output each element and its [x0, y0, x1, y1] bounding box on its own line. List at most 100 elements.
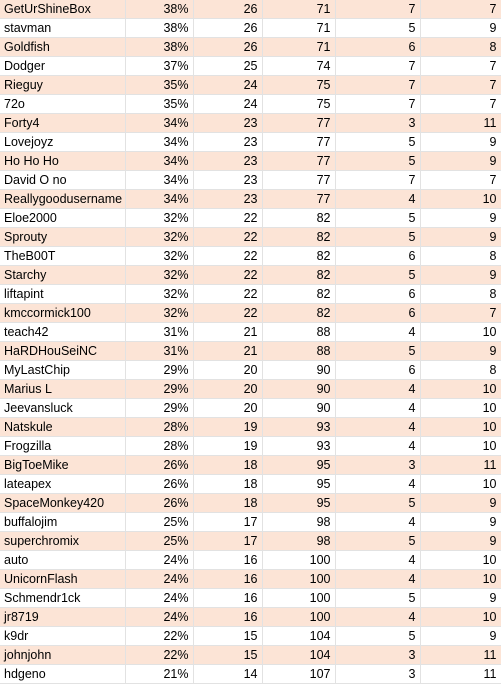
- stat-cell: 23: [193, 151, 263, 171]
- stat-cell: 22: [193, 303, 263, 323]
- table-row: UnicornFlash 24% 16 100 4 10: [0, 569, 501, 589]
- stat-cell: 8: [420, 246, 501, 266]
- stat-cell: 23: [193, 113, 263, 133]
- stat-cell: 10: [420, 417, 501, 437]
- stat-cell: 98: [262, 512, 336, 532]
- stat-cell: 11: [420, 455, 501, 475]
- player-name: Eloe2000: [0, 208, 126, 228]
- player-name: jr8719: [0, 607, 126, 627]
- stat-cell: 9: [420, 341, 501, 361]
- stat-cell: 4: [335, 379, 421, 399]
- stat-cell: 22: [193, 227, 263, 247]
- stat-cell: 34%: [125, 132, 194, 152]
- table-row: SpaceMonkey420 26% 18 95 5 9: [0, 493, 501, 513]
- table-row: Marius L 29% 20 90 4 10: [0, 379, 501, 399]
- stat-cell: 90: [262, 398, 336, 418]
- player-name: k9dr: [0, 626, 126, 646]
- table-row: stavman 38% 26 71 5 9: [0, 18, 501, 38]
- stat-cell: 9: [420, 531, 501, 551]
- stat-cell: 26: [193, 18, 263, 38]
- stat-cell: 24: [193, 94, 263, 114]
- stat-cell: 21: [193, 341, 263, 361]
- stat-cell: 9: [420, 588, 501, 608]
- table-row: Ho Ho Ho 34% 23 77 5 9: [0, 151, 501, 171]
- stat-cell: 29%: [125, 398, 194, 418]
- table-row: Jeevansluck 29% 20 90 4 10: [0, 398, 501, 418]
- stat-cell: 77: [262, 113, 336, 133]
- player-name: Rieguy: [0, 75, 126, 95]
- table-row: GetUrShineBox 38% 26 71 7 7: [0, 0, 501, 19]
- table-row: Natskule 28% 19 93 4 10: [0, 417, 501, 437]
- stat-cell: 5: [335, 588, 421, 608]
- player-name: Starchy: [0, 265, 126, 285]
- player-name: Jeevansluck: [0, 398, 126, 418]
- stat-cell: 95: [262, 455, 336, 475]
- stat-cell: 107: [262, 664, 336, 684]
- stat-cell: 7: [335, 75, 421, 95]
- stat-cell: 10: [420, 398, 501, 418]
- player-name: teach42: [0, 322, 126, 342]
- player-name: Dodger: [0, 56, 126, 76]
- stat-cell: 32%: [125, 284, 194, 304]
- player-name: HaRDHouSeiNC: [0, 341, 126, 361]
- stat-cell: 25%: [125, 531, 194, 551]
- stat-cell: 4: [335, 436, 421, 456]
- stat-cell: 28%: [125, 436, 194, 456]
- stat-cell: 4: [335, 550, 421, 570]
- table-row: auto 24% 16 100 4 10: [0, 550, 501, 570]
- table-row: 72o 35% 24 75 7 7: [0, 94, 501, 114]
- stat-cell: 38%: [125, 37, 194, 57]
- stat-cell: 19: [193, 436, 263, 456]
- stat-cell: 31%: [125, 322, 194, 342]
- stat-cell: 95: [262, 493, 336, 513]
- stat-cell: 10: [420, 322, 501, 342]
- stat-cell: 5: [335, 626, 421, 646]
- stat-cell: 26%: [125, 493, 194, 513]
- table-row: Eloe2000 32% 22 82 5 9: [0, 208, 501, 228]
- stat-cell: 4: [335, 512, 421, 532]
- stat-cell: 10: [420, 569, 501, 589]
- player-name: lateapex: [0, 474, 126, 494]
- table-row: liftapint 32% 22 82 6 8: [0, 284, 501, 304]
- stat-cell: 77: [262, 151, 336, 171]
- stat-cell: 9: [420, 265, 501, 285]
- stat-cell: 5: [335, 341, 421, 361]
- player-name: GetUrShineBox: [0, 0, 126, 19]
- stat-cell: 9: [420, 132, 501, 152]
- player-name: Schmendr1ck: [0, 588, 126, 608]
- stat-cell: 9: [420, 208, 501, 228]
- table-row: Frogzilla 28% 19 93 4 10: [0, 436, 501, 456]
- stat-cell: 17: [193, 512, 263, 532]
- stat-cell: 8: [420, 360, 501, 380]
- stat-cell: 15: [193, 645, 263, 665]
- player-name: Sprouty: [0, 227, 126, 247]
- stat-cell: 9: [420, 493, 501, 513]
- player-name: 72o: [0, 94, 126, 114]
- stat-cell: 82: [262, 227, 336, 247]
- stat-cell: 23: [193, 132, 263, 152]
- player-name: TheB00T: [0, 246, 126, 266]
- table-row: lateapex 26% 18 95 4 10: [0, 474, 501, 494]
- stat-cell: 34%: [125, 170, 194, 190]
- table-row: buffalojim 25% 17 98 4 9: [0, 512, 501, 532]
- stat-cell: 20: [193, 398, 263, 418]
- stat-cell: 10: [420, 379, 501, 399]
- stat-cell: 32%: [125, 246, 194, 266]
- stat-cell: 17: [193, 531, 263, 551]
- stat-cell: 18: [193, 455, 263, 475]
- stat-cell: 16: [193, 588, 263, 608]
- stat-cell: 82: [262, 303, 336, 323]
- stat-cell: 8: [420, 284, 501, 304]
- stat-cell: 7: [420, 94, 501, 114]
- player-name: Lovejoyz: [0, 132, 126, 152]
- player-name: kmccormick100: [0, 303, 126, 323]
- stat-cell: 7: [335, 94, 421, 114]
- table-row: TheB00T 32% 22 82 6 8: [0, 246, 501, 266]
- stat-cell: 7: [420, 0, 501, 19]
- stat-cell: 10: [420, 474, 501, 494]
- stat-cell: 93: [262, 417, 336, 437]
- stat-cell: 16: [193, 550, 263, 570]
- stat-cell: 5: [335, 227, 421, 247]
- player-name: Goldfish: [0, 37, 126, 57]
